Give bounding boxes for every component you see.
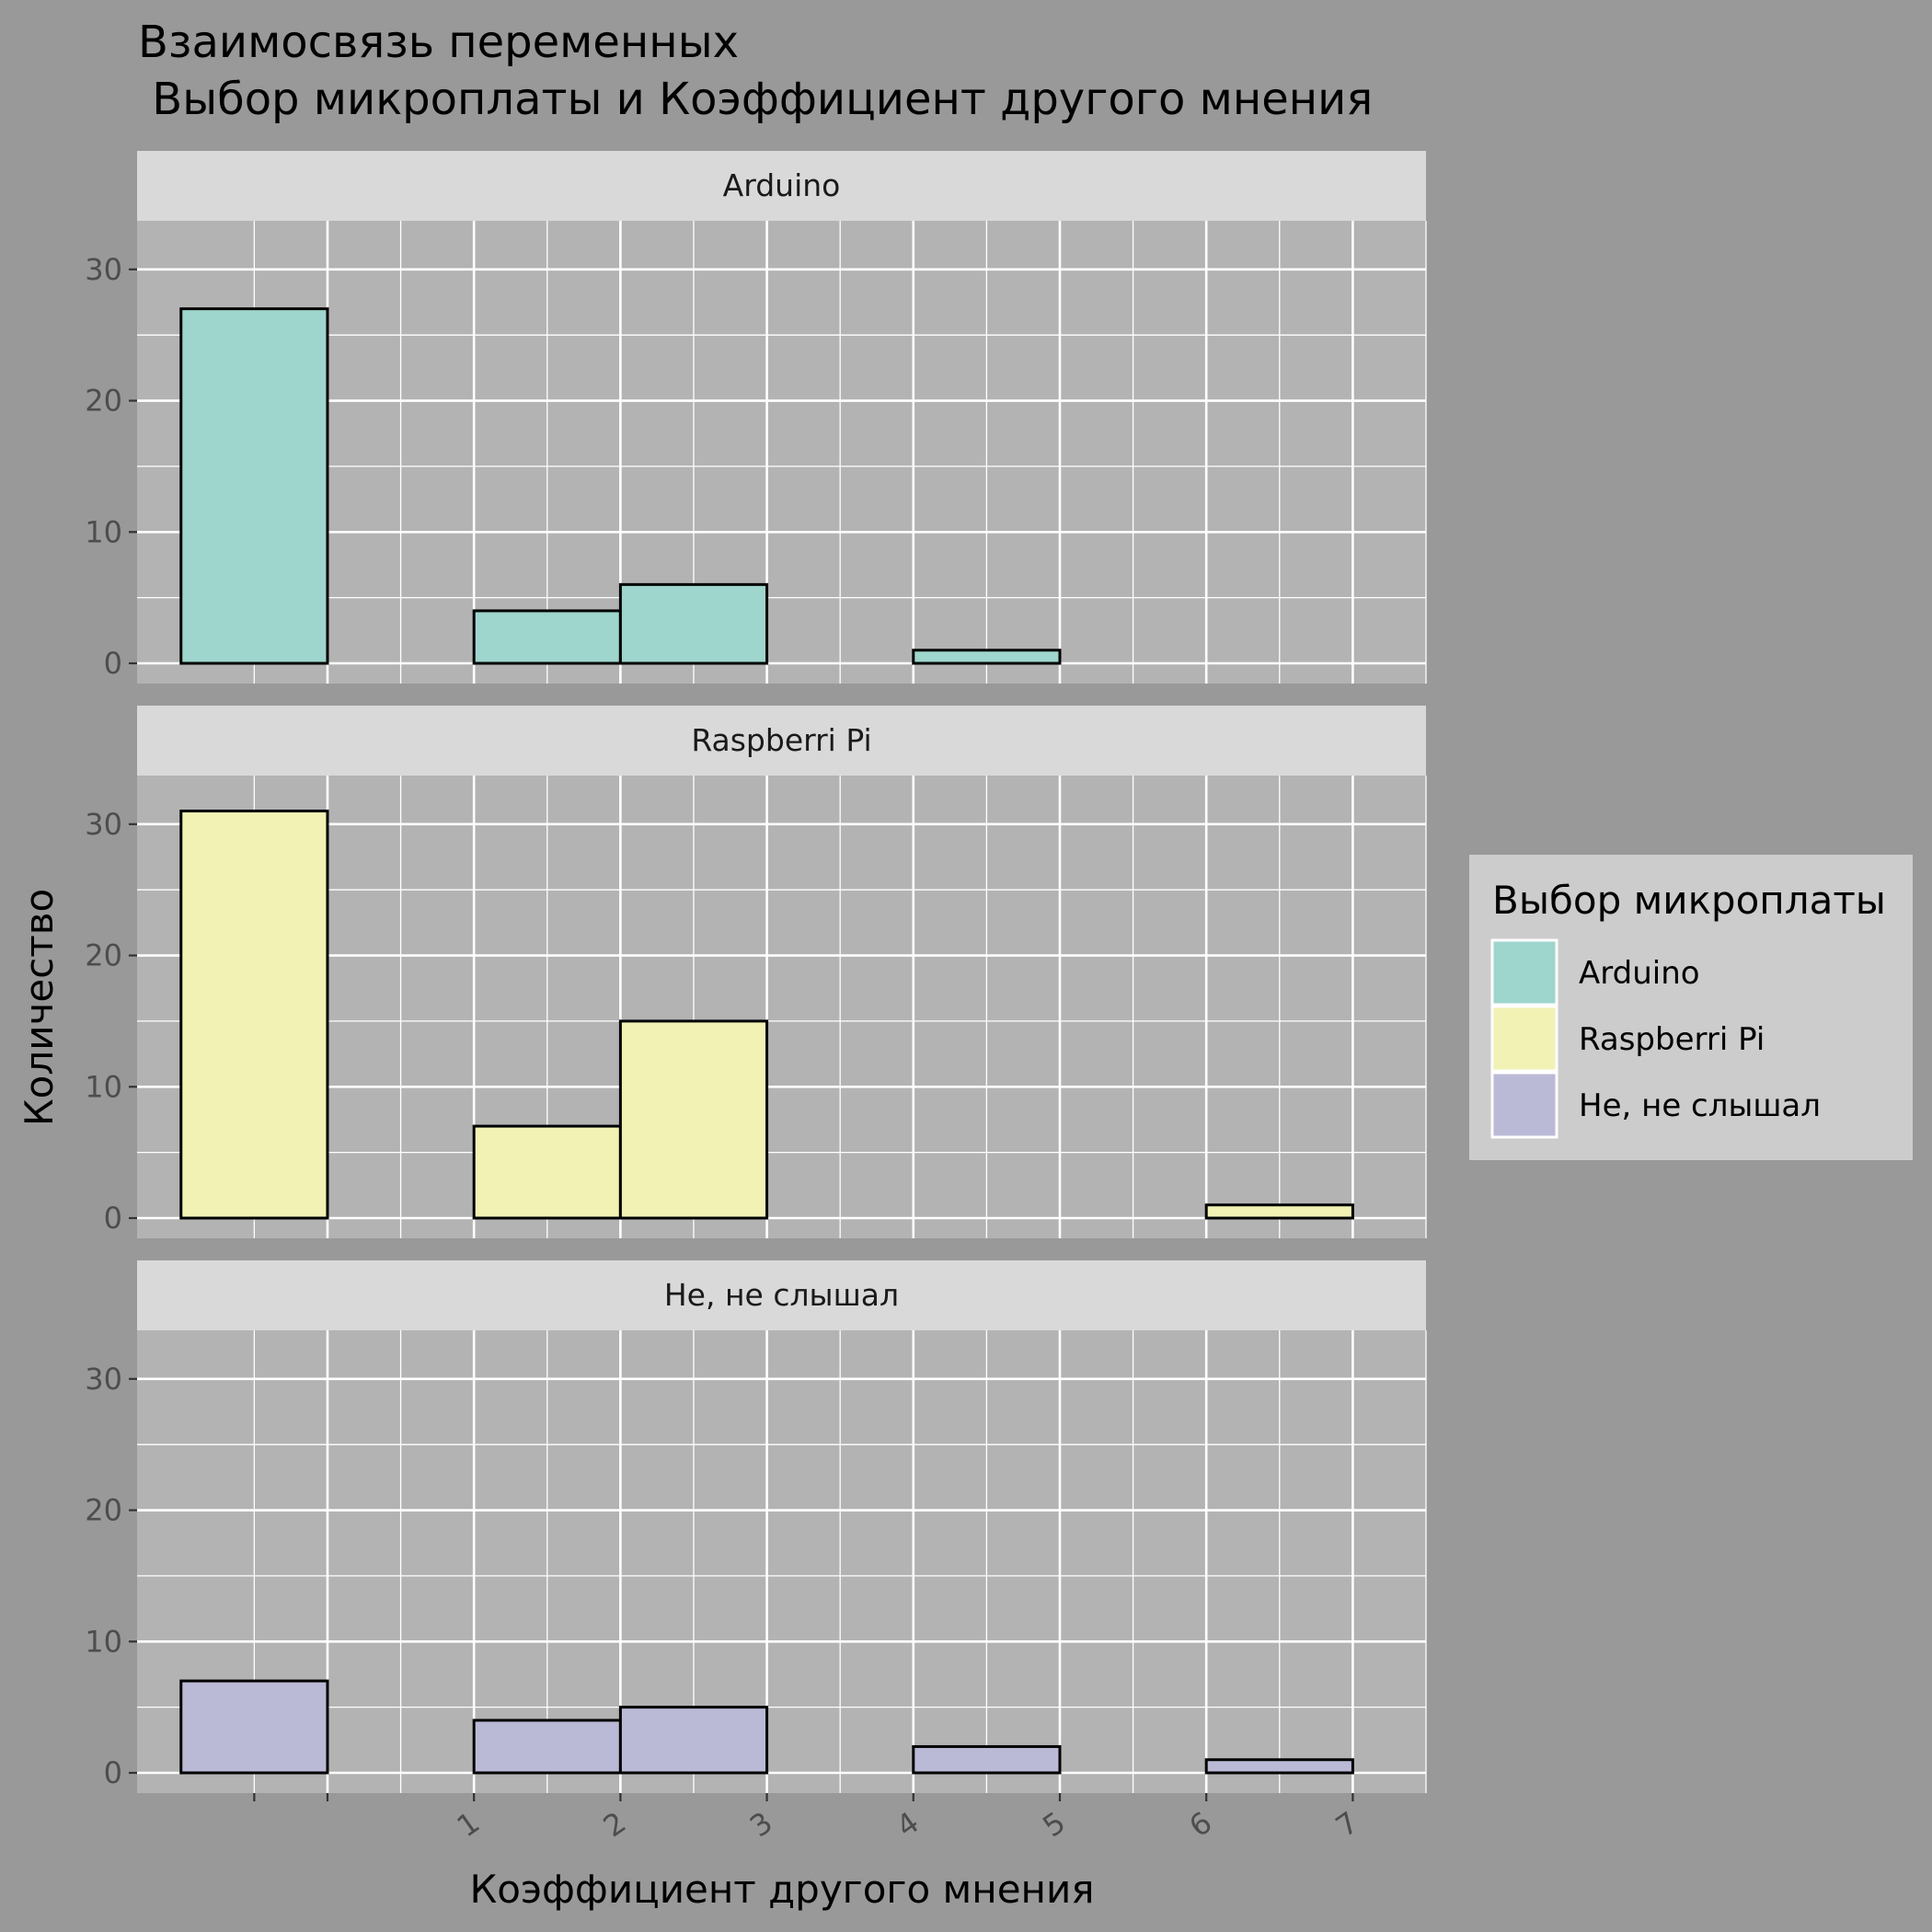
bar-raspberri-pi-7 — [1204, 1203, 1354, 1220]
bar-не-не-слышал-5 — [912, 1744, 1062, 1775]
y-tick-label: 10 — [85, 514, 122, 549]
legend-swatch-raspberri-pi — [1490, 1005, 1558, 1073]
facet-strip — [137, 1260, 1426, 1330]
facet-не-не-слышал: Не, не слышал 0 10 20 30 — [85, 1260, 1427, 1793]
bar-arduino-3 — [618, 582, 769, 665]
chart-title-line1: Взаимосвязь переменных — [138, 17, 739, 68]
bar-arduino-0 — [179, 307, 329, 665]
panel-background — [137, 221, 1426, 684]
y-tick-label: 20 — [85, 938, 122, 973]
y-tick-label: 0 — [104, 646, 122, 681]
facet-strip — [137, 706, 1426, 776]
facet-strip — [137, 151, 1426, 221]
y-tick-label: 30 — [85, 252, 122, 287]
y-tick-label: 30 — [85, 807, 122, 842]
chart-title-line2: Выбор микроплаты и Коэффициент другого м… — [138, 74, 1373, 125]
bar-не-не-слышал-3 — [618, 1706, 769, 1775]
y-tick-label: 20 — [85, 384, 122, 419]
legend-items: Arduino Raspberri Pi Не, не слышал — [1490, 938, 1821, 1139]
legend-swatch-arduino — [1490, 938, 1558, 1006]
x-axis-title: Коэффициент другого мнения — [469, 1867, 1094, 1912]
y-tick-label: 30 — [85, 1362, 122, 1397]
bar-не-не-слышал-2 — [472, 1719, 622, 1775]
facet-strip-label: Raspberri Pi — [691, 722, 871, 758]
y-tick-label: 10 — [85, 1624, 122, 1659]
facet-raspberri-pi: Raspberri Pi 0 10 20 30 — [85, 706, 1427, 1238]
legend-title: Выбор микроплаты — [1492, 878, 1886, 923]
legend: Выбор микроплаты Arduino Raspberri Pi Не, … — [1469, 855, 1913, 1160]
legend-swatch-не-не-слышал — [1490, 1071, 1558, 1139]
facet-arduino: Arduino 0 10 20 30 — [85, 151, 1427, 684]
y-axis-title: Количество — [17, 889, 62, 1126]
panel-background — [137, 776, 1426, 1238]
legend-label: Raspberri Pi — [1579, 1021, 1765, 1058]
legend-label: Не, не слышал — [1579, 1087, 1821, 1124]
bar-raspberri-pi-0 — [179, 810, 329, 1220]
facet-strip-label: Arduino — [723, 167, 841, 203]
y-tick-label: 20 — [85, 1493, 122, 1528]
bar-arduino-2 — [472, 609, 622, 665]
legend-label: Arduino — [1579, 955, 1700, 992]
bar-не-не-слышал-0 — [179, 1679, 329, 1775]
y-tick-label: 0 — [104, 1201, 122, 1236]
bar-raspberri-pi-3 — [618, 1019, 769, 1220]
bar-arduino-5 — [912, 649, 1062, 665]
bar-не-не-слышал-7 — [1204, 1758, 1354, 1775]
bar-raspberri-pi-2 — [472, 1124, 622, 1220]
y-tick-label: 10 — [85, 1069, 122, 1104]
y-tick-label: 0 — [104, 1755, 122, 1790]
panel-background — [137, 1330, 1426, 1793]
facet-strip-label: Не, не слышал — [664, 1277, 899, 1313]
